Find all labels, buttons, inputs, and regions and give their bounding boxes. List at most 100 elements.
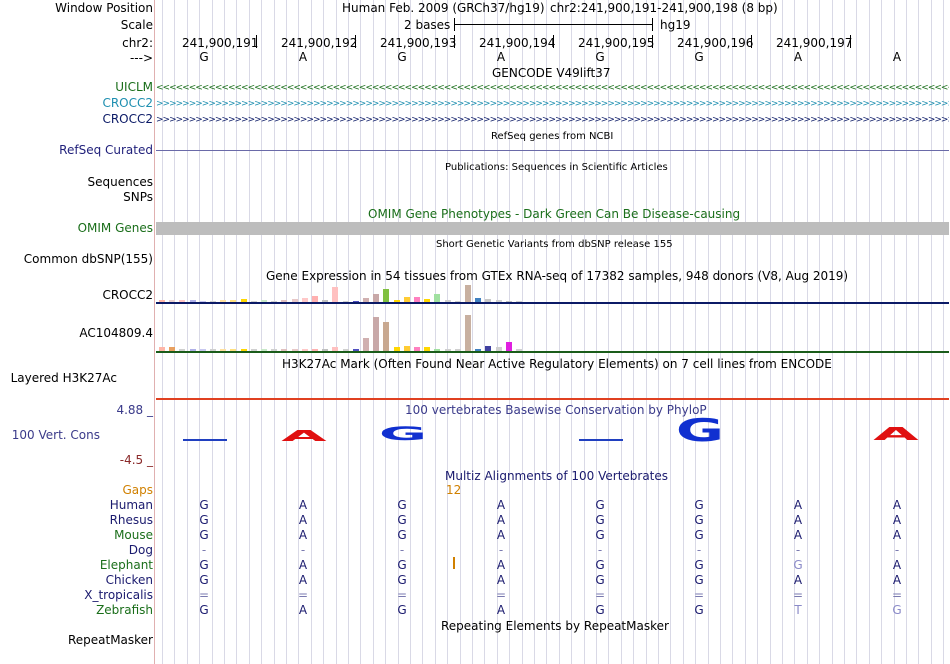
gtex-tissue-bar[interactable] [291,349,298,351]
refseq-label[interactable]: RefSeq Curated [59,143,153,157]
gtex-tissue-bar[interactable] [189,300,196,302]
gtex-tissue-bar[interactable] [465,285,471,302]
gtex-tissue-bar[interactable] [189,349,196,351]
gtex-crocc2-label[interactable]: CROCC2 [102,288,153,302]
gtex-tissue-bar[interactable] [444,349,451,351]
gtex-tissue-bar[interactable] [159,347,165,351]
common-dbsnp-label[interactable]: Common dbSNP(155) [23,252,153,266]
gtex-tissue-bar[interactable] [495,300,502,302]
gtex-tissue-bar[interactable] [475,349,482,351]
gtex-tissue-bar[interactable] [169,347,176,351]
gtex-tissue-bar[interactable] [271,349,278,351]
gtex-tissue-bar[interactable] [159,300,165,302]
gtex-tissue-bar[interactable] [434,294,441,302]
crocc2-b-gene-strand[interactable]: >>>>>>>>>>>>>>>>>>>>>>>>>>>>>>>>>>>>>>>>… [156,116,949,124]
gtex-tissue-bar[interactable] [291,299,298,302]
gtex-tissue-bar[interactable] [373,317,380,351]
gtex-tissue-bar[interactable] [250,349,257,351]
gtex-tissue-bar[interactable] [220,300,227,302]
gtex-tissue-bar[interactable] [505,301,512,302]
species-label[interactable]: Rhesus [109,513,153,527]
gtex-tissue-bar[interactable] [414,297,420,302]
gtex-tissue-bar[interactable] [495,347,502,351]
species-label[interactable]: Elephant [99,558,153,572]
gtex-tissue-bar[interactable] [261,300,267,302]
gtex-tissue-bar[interactable] [403,297,410,302]
uiclm-label[interactable]: UICLM [115,80,153,94]
gtex-tissue-bar[interactable] [230,349,237,351]
uiclm-gene-strand[interactable]: <<<<<<<<<<<<<<<<<<<<<<<<<<<<<<<<<<<<<<<<… [156,84,949,92]
gtex-tissue-bar[interactable] [281,300,288,302]
phylop-track-label[interactable]: 100 Vert. Cons [11,428,100,442]
species-label[interactable]: X_tropicalis [84,588,153,602]
gtex-tissue-bar[interactable] [322,349,329,351]
species-label[interactable]: Zebrafish [96,603,153,617]
repeatmasker-label[interactable]: RepeatMasker [67,633,153,647]
gtex-tissue-bar[interactable] [454,301,461,302]
gtex-tissue-bar[interactable] [250,301,257,302]
gtex-tissue-bar[interactable] [240,299,247,302]
gtex-tissue-bar[interactable] [199,301,206,302]
gtex-tissue-bar[interactable] [210,301,216,302]
gtex-ac-label[interactable]: AC104809.4 [79,326,153,340]
h3k27ac-signal-line[interactable] [156,398,949,400]
gtex-tissue-bar[interactable] [516,301,522,302]
gtex-tissue-bar[interactable] [301,298,308,302]
gtex-tissue-bar[interactable] [393,347,400,351]
gtex-tissue-bar[interactable] [342,301,349,302]
gtex-tissue-bar[interactable] [332,287,339,302]
gtex-tissue-bar[interactable] [342,349,349,351]
gtex-tissue-bar[interactable] [383,322,390,351]
gtex-tissue-bar[interactable] [373,294,380,302]
gtex-tissue-bar[interactable] [454,349,461,351]
crocc2-b-label[interactable]: CROCC2 [102,112,153,126]
gtex-tissue-bar[interactable] [424,347,431,351]
gtex-tissue-bar[interactable] [199,349,206,351]
gtex-tissue-bar[interactable] [383,289,390,302]
gtex-tissue-bar[interactable] [332,347,339,351]
species-label[interactable]: Human [109,498,153,512]
omim-gene-bar[interactable] [156,222,949,235]
gtex-tissue-bar[interactable] [505,342,512,351]
gtex-tissue-bar[interactable] [363,338,369,351]
gtex-tissue-bar[interactable] [352,349,359,351]
gtex-tissue-bar[interactable] [281,349,288,351]
gtex-tissue-bar[interactable] [363,298,369,302]
omim-label[interactable]: OMIM Genes [77,221,153,235]
species-label[interactable]: Chicken [105,573,153,587]
gtex-tissue-bar[interactable] [352,301,359,302]
crocc2-a-label[interactable]: CROCC2 [102,96,153,110]
gtex-tissue-bar[interactable] [434,349,441,351]
gtex-tissue-bar[interactable] [322,300,329,302]
gtex-tissue-bar[interactable] [444,300,451,302]
gtex-tissue-bar[interactable] [312,296,318,302]
gtex-tissue-bar[interactable] [475,298,482,302]
gtex-tissue-bar[interactable] [393,300,400,302]
gtex-tissue-bar[interactable] [485,346,492,351]
gtex-tissue-bar[interactable] [240,349,247,351]
sequences-label[interactable]: Sequences [87,175,153,189]
gtex-tissue-bar[interactable] [301,349,308,351]
gtex-tissue-bar[interactable] [403,346,410,351]
gtex-tissue-bar[interactable] [312,349,318,351]
gtex-tissue-bar[interactable] [210,349,216,351]
gtex-tissue-bar[interactable] [230,300,237,302]
h3k27ac-label[interactable]: Layered H3K27Ac [10,371,117,385]
gaps-label[interactable]: Gaps [122,483,153,497]
gtex-tissue-bar[interactable] [414,347,420,351]
snps-label[interactable]: SNPs [123,190,153,204]
gtex-tissue-bar[interactable] [424,299,431,302]
refseq-line[interactable] [156,150,949,151]
gtex-tissue-bar[interactable] [220,349,227,351]
species-label[interactable]: Mouse [114,528,153,542]
gtex-tissue-bar[interactable] [179,300,186,302]
gtex-tissue-bar[interactable] [169,300,176,302]
species-label[interactable]: Dog [128,543,153,557]
gtex-tissue-bar[interactable] [179,349,186,351]
crocc2-a-gene-strand[interactable]: >>>>>>>>>>>>>>>>>>>>>>>>>>>>>>>>>>>>>>>>… [156,100,949,108]
gtex-tissue-bar[interactable] [485,299,492,302]
gtex-tissue-bar[interactable] [271,301,278,302]
gtex-tissue-bar[interactable] [516,349,522,351]
gtex-tissue-bar[interactable] [465,315,471,351]
gtex-tissue-bar[interactable] [261,349,267,351]
